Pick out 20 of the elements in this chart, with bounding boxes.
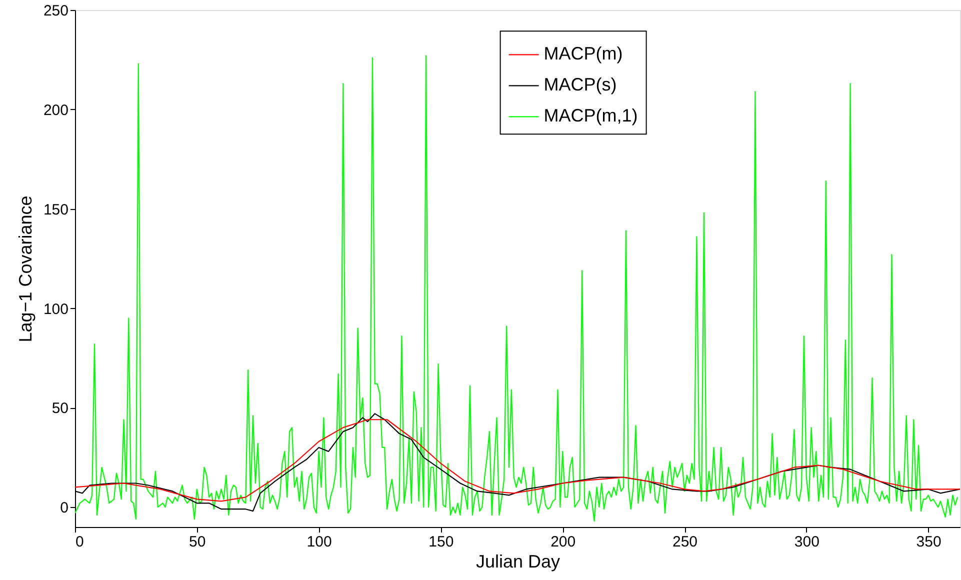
- y-tick-label: 250: [43, 2, 68, 20]
- x-tick-label: 300: [794, 534, 820, 550]
- y-tick-label: 0: [60, 500, 68, 517]
- legend-label: MACP(s): [544, 74, 617, 95]
- y-tick-label: 50: [52, 400, 68, 418]
- line-series: [75, 419, 960, 502]
- x-axis-title: Julian Day: [476, 552, 560, 572]
- x-tick-label: 50: [189, 534, 206, 550]
- legend-label: MACP(m,1): [544, 106, 638, 126]
- x-tick-label: 250: [672, 534, 698, 550]
- x-tick-label: 200: [550, 534, 576, 550]
- x-tick-label: 0: [76, 534, 84, 550]
- x-tick-label: 350: [916, 534, 942, 550]
- y-axis-title: Lag−1 Covariance: [15, 196, 36, 342]
- x-tick-label: 150: [428, 534, 454, 550]
- y-tick-label: 200: [43, 102, 68, 119]
- y-tick-label: 100: [43, 300, 68, 318]
- y-tick-label: 150: [43, 201, 68, 218]
- legend-label: MACP(m): [544, 44, 623, 64]
- x-tick-label: 100: [306, 534, 332, 550]
